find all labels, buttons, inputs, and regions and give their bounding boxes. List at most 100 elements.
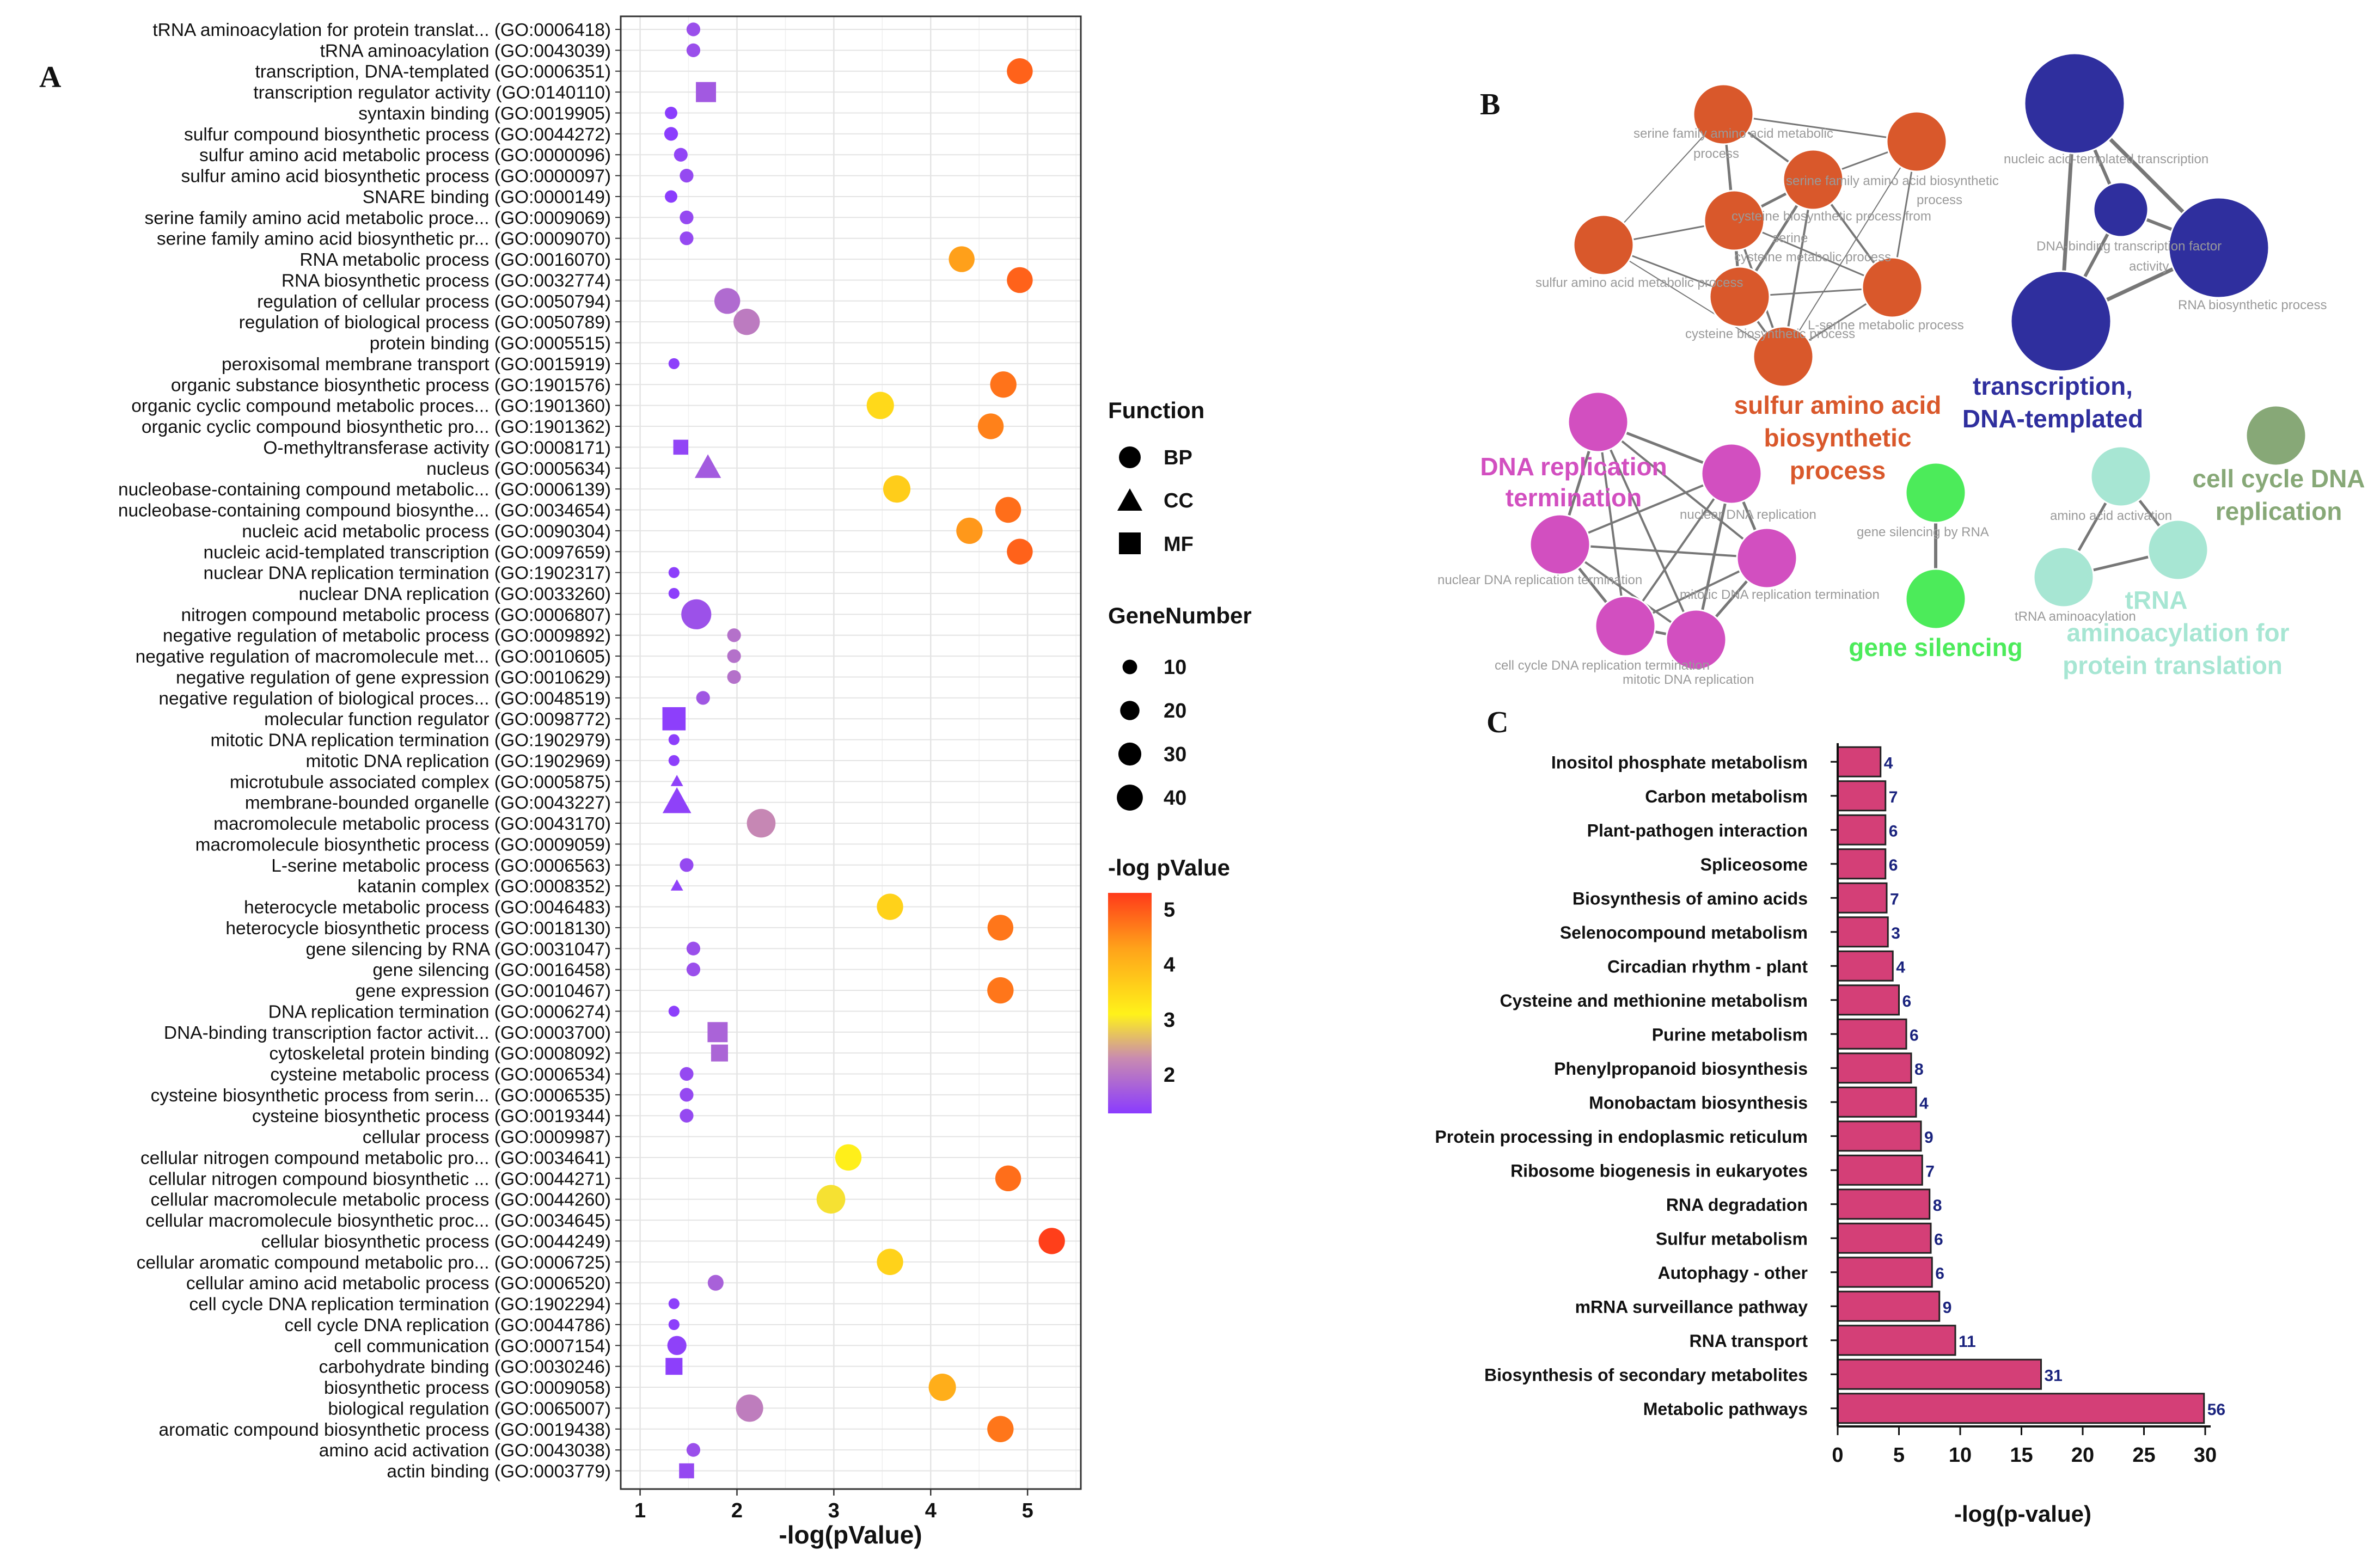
plot-frame xyxy=(620,15,1082,1490)
network-edges xyxy=(1558,102,2220,641)
bar xyxy=(1837,1257,1933,1288)
data-point xyxy=(949,246,975,272)
node-label-cysteine-metabolic: cysteine metabolic process xyxy=(1734,250,1891,265)
data-point xyxy=(714,288,741,314)
node-label-nuclear-dna-replication: nuclear DNA replication xyxy=(1680,507,1816,522)
bar xyxy=(1837,1086,1917,1118)
cluster-label-trna-2: aminoacylation for xyxy=(2067,618,2290,647)
term-label: regulation of cellular process (GO:00507… xyxy=(257,292,611,312)
cluster-labels: sulfur amino acid biosynthetic process t… xyxy=(1480,372,2365,679)
bar-category-label: Spliceosome xyxy=(1700,855,1808,874)
node-label-amino-acid-activation: amino acid activation xyxy=(2050,509,2172,523)
bar-category-label: Circadian rhythm - plant xyxy=(1607,957,1808,976)
bar-category-label: Plant-pathogen interaction xyxy=(1587,820,1808,840)
node-label-cysteine-biosynthetic: cysteine biosynthetic process xyxy=(1685,327,1855,341)
bar-count-label: 31 xyxy=(2045,1367,2063,1385)
bar-category-label: Inositol phosphate metabolism xyxy=(1551,752,1808,772)
cluster-label-sulfur-2: biosynthetic xyxy=(1764,424,1912,452)
node-label-nuclear-dna-rep-termination: nuclear DNA replication termination xyxy=(1437,573,1642,587)
term-label: sulfur amino acid biosynthetic process (… xyxy=(181,167,611,187)
bar xyxy=(1837,984,1900,1016)
term-label: membrane-bounded organelle (GO:0043227) xyxy=(245,793,611,813)
legend-color-ticks: 2 3 4 5 xyxy=(1152,898,1175,1087)
node-trna-1 xyxy=(2147,519,2209,581)
data-point xyxy=(1038,1228,1065,1254)
bar-category-label: Protein processing in endoplasmic reticu… xyxy=(1435,1127,1808,1147)
term-label: organic cyclic compound biosynthetic pro… xyxy=(142,417,611,437)
legend-size: 10 20 30 40 xyxy=(1117,656,1186,811)
data-point xyxy=(670,775,683,786)
bar-count-label: 7 xyxy=(1925,1162,1935,1180)
data-point xyxy=(686,22,701,36)
legend-size-marker xyxy=(1118,742,1142,766)
data-point xyxy=(668,1319,680,1331)
term-label: mitotic DNA replication termination (GO:… xyxy=(211,731,611,751)
cluster-label-silencing: gene silencing xyxy=(1849,633,2023,661)
data-point xyxy=(877,893,903,920)
data-point xyxy=(668,755,680,767)
node-cysteine-from-serine xyxy=(1703,189,1765,252)
node-cell-cycle-dna-replication xyxy=(2245,405,2307,467)
term-label: heterocycle biosynthetic process (GO:001… xyxy=(225,918,611,939)
data-point xyxy=(668,1006,680,1017)
term-label: tRNA aminoacylation for protein translat… xyxy=(152,20,611,40)
cluster-label-trna-3: protein translation xyxy=(2063,651,2283,679)
node-labels: serine family amino acid metabolic proce… xyxy=(1437,126,2327,687)
data-point xyxy=(696,82,717,102)
node-label-serine: serine xyxy=(1772,231,1808,246)
cluster-label-cellcycle: cell cycle DNA xyxy=(2192,464,2365,493)
legend-color-tick-label: 4 xyxy=(1164,954,1175,977)
node-label-l-serine-metabolic: L-serine metabolic process xyxy=(1808,318,1964,333)
data-point xyxy=(668,1298,680,1309)
term-label: L-serine metabolic process (GO:0006563) xyxy=(271,856,611,876)
cluster-label-dnarep: DNA replication xyxy=(1480,452,1667,481)
bars xyxy=(1837,746,2205,1424)
node-label-mitotic-dna-replication: mitotic DNA replication xyxy=(1623,672,1754,687)
legend-cc-label: CC xyxy=(1164,489,1194,512)
term-label: katanin complex (GO:0008352) xyxy=(357,877,611,897)
term-label: cellular nitrogen compound metabolic pro… xyxy=(140,1148,611,1168)
term-label: nucleus (GO:0005634) xyxy=(426,459,611,479)
term-label: cellular nitrogen compound biosynthetic … xyxy=(149,1169,611,1189)
node-serine-family-metabolic xyxy=(1692,83,1754,145)
bar-count-label: 4 xyxy=(1884,754,1893,772)
term-label: cell cycle DNA replication termination (… xyxy=(189,1295,611,1315)
node-nuclear-dna-rep-termination xyxy=(1736,527,1798,589)
legend-triangle-marker xyxy=(1117,488,1142,511)
node-trna-aminoacylation xyxy=(2033,546,2095,608)
bar-count-label: 56 xyxy=(2207,1401,2225,1419)
data-point xyxy=(686,43,701,57)
data-point xyxy=(987,915,1014,941)
term-label: biological regulation (GO:0065007) xyxy=(328,1399,611,1419)
x-axis-title: -log(p-value) xyxy=(1954,1501,2091,1527)
data-point xyxy=(680,1088,694,1102)
data-point xyxy=(686,963,701,977)
term-label: cellular process (GO:0009987) xyxy=(363,1128,611,1148)
bar xyxy=(1837,1325,1956,1356)
term-label: cysteine biosynthetic process (GO:001934… xyxy=(252,1106,611,1126)
term-label: mitotic DNA replication (GO:1902969) xyxy=(306,751,611,771)
term-label: nucleic acid metabolic process (GO:00903… xyxy=(242,522,611,542)
node-label-cell-cycle-dna-rep-termination: cell cycle DNA replication termination xyxy=(1495,658,1710,673)
bar-category-label: Metabolic pathways xyxy=(1643,1399,1808,1419)
panel-label-c: C xyxy=(1486,706,1509,739)
data-point xyxy=(679,1463,694,1479)
node-rna-biosynthetic xyxy=(2010,270,2112,372)
node-nuclear-dna-replication xyxy=(1700,443,1763,505)
x-tick-label: 4 xyxy=(925,1499,937,1522)
term-label: nuclear DNA replication (GO:0033260) xyxy=(298,584,611,604)
bar xyxy=(1837,1018,1907,1050)
bar-category-label: Cysteine and methionine metabolism xyxy=(1500,991,1808,1010)
x-tick-label: 1 xyxy=(634,1499,646,1522)
bar xyxy=(1837,1222,1932,1254)
bar-count-label: 9 xyxy=(1943,1298,1952,1316)
data-point xyxy=(816,1185,846,1214)
data-point xyxy=(681,599,712,629)
term-label: DNA replication termination (GO:0006274) xyxy=(268,1002,611,1022)
bar-category-label: Monobactam biosynthesis xyxy=(1589,1093,1808,1112)
bar-count-label: 6 xyxy=(1935,1265,1944,1283)
data-point xyxy=(686,1443,701,1457)
bar xyxy=(1837,950,1894,982)
node-serine-family-biosynthetic xyxy=(1886,111,1948,173)
x-tick-label: 2 xyxy=(731,1499,743,1522)
